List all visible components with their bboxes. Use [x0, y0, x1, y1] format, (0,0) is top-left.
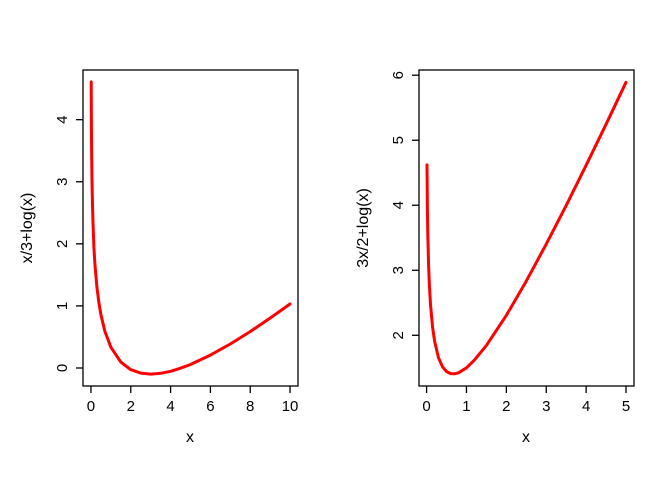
- right-figure: 0 1 2 3 4 5 2 3 4 5 6 x 3x/2+log(x): [336, 0, 672, 480]
- y-tick-label: 6: [390, 71, 407, 79]
- x-tick-label: 3: [542, 398, 550, 415]
- x-tick-label: 6: [206, 398, 214, 415]
- x-tick-label: 4: [166, 398, 174, 415]
- x-tick-label: 2: [127, 398, 135, 415]
- plot-box: [82, 69, 299, 387]
- x-tick-label: 8: [246, 398, 254, 415]
- right-plot-area: 0 1 2 3 4 5 2 3 4 5 6: [390, 69, 635, 415]
- left-plot-svg: 0 2 4 6 8 10 0 1 2 3 4 x x/3+log(x): [19, 69, 299, 446]
- y-tick-label: 2: [390, 331, 407, 339]
- y-tick-label: 2: [54, 240, 71, 248]
- y-axis-label: x/3+log(x): [19, 193, 36, 264]
- x-tick-label: 1: [462, 398, 470, 415]
- y-tick-label: 4: [54, 115, 71, 123]
- x-tick-label: 0: [422, 398, 430, 415]
- plot-box: [418, 69, 635, 387]
- curve-line: [425, 80, 628, 376]
- left-figure: 0 2 4 6 8 10 0 1 2 3 4 x x/3+log(x): [0, 0, 336, 480]
- curve-line: [89, 80, 292, 376]
- y-tick-label: 3: [390, 266, 407, 274]
- left-plot-area: 0 2 4 6 8 10 0 1 2 3 4: [54, 69, 299, 415]
- y-tick-label: 1: [54, 302, 71, 310]
- x-tick-label: 5: [622, 398, 630, 415]
- x-tick-label: 4: [582, 398, 590, 415]
- x-axis-label: x: [186, 429, 194, 446]
- y-tick-label: 0: [54, 364, 71, 372]
- y-tick-label: 4: [390, 201, 407, 209]
- x-tick-label: 2: [502, 398, 510, 415]
- x-tick-label: 10: [282, 398, 299, 415]
- x-tick-label: 0: [87, 398, 95, 415]
- x-axis-label: x: [522, 429, 530, 446]
- y-tick-label: 3: [54, 178, 71, 186]
- right-plot-svg: 0 1 2 3 4 5 2 3 4 5 6 x 3x/2+log(x): [355, 69, 635, 446]
- y-axis-label: 3x/2+log(x): [355, 188, 372, 268]
- y-tick-label: 5: [390, 136, 407, 144]
